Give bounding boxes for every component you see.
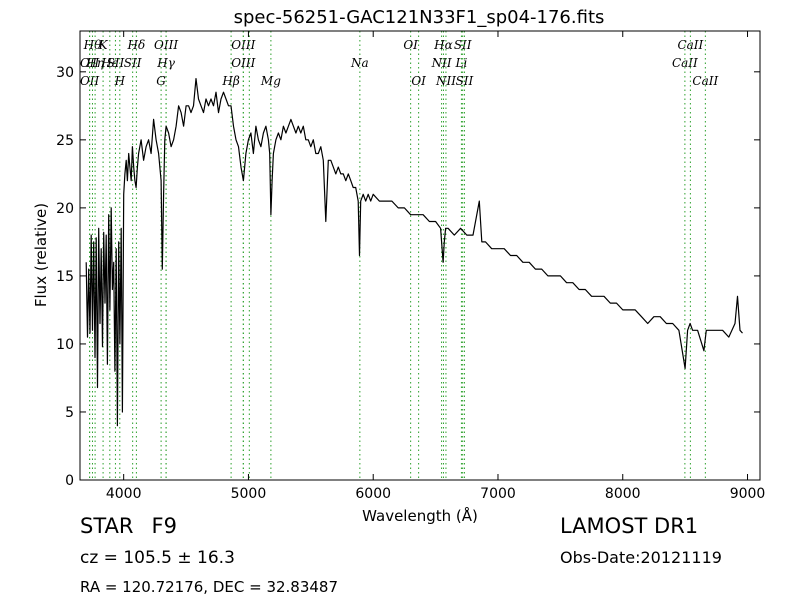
marker-label: OII — [80, 74, 100, 88]
x-tick-label: 4000 — [106, 486, 142, 502]
marker-label: Hβ — [221, 74, 239, 88]
plot-frame — [79, 30, 761, 481]
x-tick-label: 9000 — [730, 486, 766, 502]
marker-label: H — [114, 74, 126, 88]
y-tick-label: 15 — [56, 269, 74, 285]
x-tick-label: 6000 — [355, 486, 391, 502]
marker-label: NII — [435, 74, 456, 88]
x-tick-label: 7000 — [480, 486, 516, 502]
marker-label: G — [156, 74, 166, 88]
spectrum-line — [85, 78, 743, 427]
object-class: STAR — [80, 514, 134, 538]
marker-label: CaII — [677, 38, 703, 52]
marker-label: K — [98, 38, 109, 52]
y-axis-label: Flux (relative) — [32, 203, 50, 307]
marker-label: SII — [107, 56, 125, 70]
x-axis-label: Wavelength (Å) — [362, 506, 478, 525]
marker-label: Hδ — [127, 38, 146, 52]
marker-label: Hη — [85, 56, 104, 70]
marker-label: Hε — [100, 56, 118, 70]
y-tick-label: 30 — [56, 65, 74, 81]
marker-label: Hθ — [83, 38, 102, 52]
redshift-cz: cz = 105.5 ± 16.3 — [80, 548, 235, 568]
y-tick-label: 0 — [65, 473, 74, 489]
observation-date: Obs-Date:20121119 — [560, 548, 722, 567]
x-tick-label: 8000 — [605, 486, 641, 502]
marker-label: Hα — [433, 38, 453, 52]
marker-label: NII — [431, 56, 452, 70]
coordinates: RA = 120.72176, DEC = 32.83487 — [80, 578, 339, 596]
marker-label: OI — [403, 38, 418, 52]
marker-label: OI — [411, 74, 426, 88]
y-tick-label: 10 — [56, 337, 74, 353]
x-tick-label: 5000 — [231, 486, 267, 502]
marker-label: SII — [454, 38, 472, 52]
x-axis: 4000 5000 6000 7000 8000 9000 — [106, 31, 765, 502]
marker-label: Hγ — [156, 56, 175, 70]
marker-label: SII — [124, 56, 142, 70]
marker-label: Na — [350, 56, 369, 70]
y-tick-label: 25 — [56, 133, 74, 149]
y-axis: 0 5 10 15 20 25 30 — [56, 65, 760, 489]
chart-title: spec-56251-GAC121N33F1_sp04-176.fits — [234, 7, 605, 28]
survey-name: LAMOST DR1 — [560, 514, 699, 538]
marker-label: Li — [455, 56, 468, 70]
y-tick-label: 20 — [56, 201, 74, 217]
marker-label: CaII — [692, 74, 718, 88]
marker-label: OIII — [231, 56, 255, 70]
marker-label: CaII — [672, 56, 698, 70]
marker-label: SII — [456, 74, 474, 88]
object-class-row: STAR F9 — [80, 514, 177, 538]
y-tick-label: 5 — [65, 405, 74, 421]
object-subclass: F9 — [151, 514, 177, 538]
marker-label: Mg — [260, 74, 281, 88]
